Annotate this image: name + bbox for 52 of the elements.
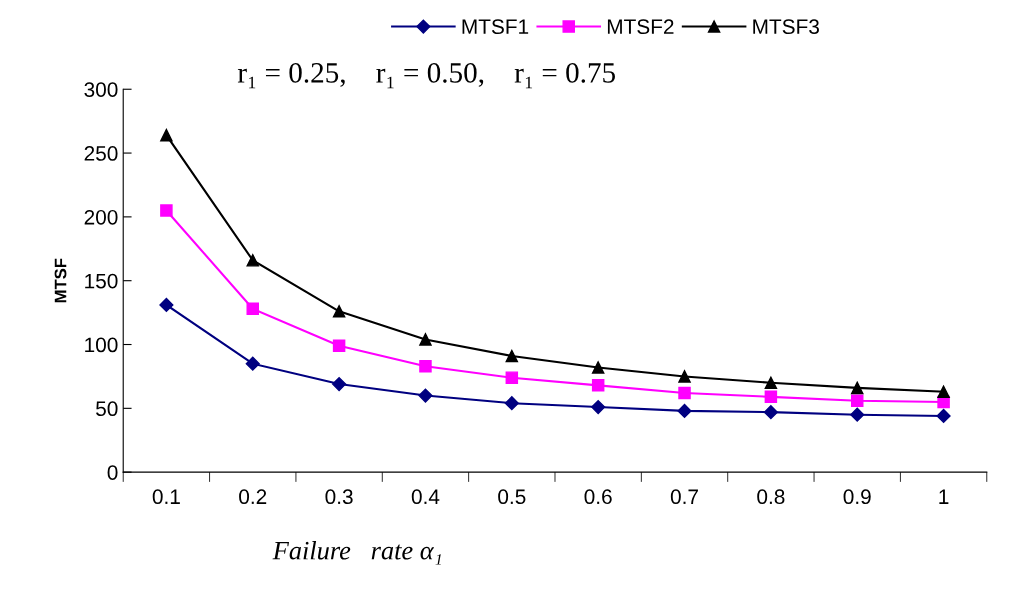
point (160, 204, 173, 217)
point (677, 403, 692, 418)
y-tick-label: 300 (84, 82, 118, 97)
y-tick-label: 150 (85, 273, 118, 289)
point (678, 386, 691, 400)
x-tick-label: 0.5 (498, 489, 526, 505)
point (591, 399, 606, 415)
y-tick-label: 250 (84, 146, 118, 161)
x-tick-label: 0.4 (411, 489, 440, 505)
point (160, 128, 173, 142)
point (419, 359, 432, 373)
x-tick-label: 0.6 (584, 489, 612, 505)
point (678, 370, 691, 383)
y-tick-label: 100 (85, 337, 118, 353)
point (332, 339, 346, 353)
point (332, 305, 346, 318)
y-tick-label: 50 (96, 401, 118, 417)
x-tick-label: 1 (939, 489, 949, 504)
point (764, 376, 778, 390)
point (850, 394, 864, 407)
point (505, 371, 519, 384)
legend-label: MTSF2 (607, 19, 674, 35)
x-axis-title: Failure rate α₁ (272, 540, 442, 565)
point (850, 407, 865, 422)
point (591, 379, 605, 392)
point (245, 356, 260, 371)
point (764, 390, 778, 404)
legend-label: MTSF1 (462, 19, 529, 35)
point (936, 408, 951, 424)
point (419, 333, 432, 346)
point (159, 297, 174, 313)
point (505, 349, 519, 363)
y-tick-label: 0 (107, 465, 118, 480)
point (246, 302, 260, 316)
point (504, 396, 519, 411)
x-tick-label: 0.1 (152, 489, 180, 505)
legend-label: MTSF3 (753, 19, 819, 35)
x-tick-label: 0.2 (239, 489, 267, 505)
y-tick-label: 200 (84, 209, 118, 225)
x-tick-label: 0.7 (670, 489, 698, 505)
point (850, 381, 864, 395)
y-axis-title: MTSF (54, 258, 67, 303)
chart-subtitle: r₁ = 0.25, r₁ = 0.50, r₁ = 0.75 (237, 62, 615, 89)
x-tick-label: 0.9 (843, 489, 871, 505)
point (937, 385, 950, 398)
point (591, 361, 605, 374)
point (763, 405, 778, 420)
x-tick-label: 0.3 (325, 489, 353, 505)
point (418, 388, 433, 403)
point (332, 377, 347, 392)
point (246, 254, 260, 267)
x-tick-label: 0.8 (757, 489, 785, 505)
